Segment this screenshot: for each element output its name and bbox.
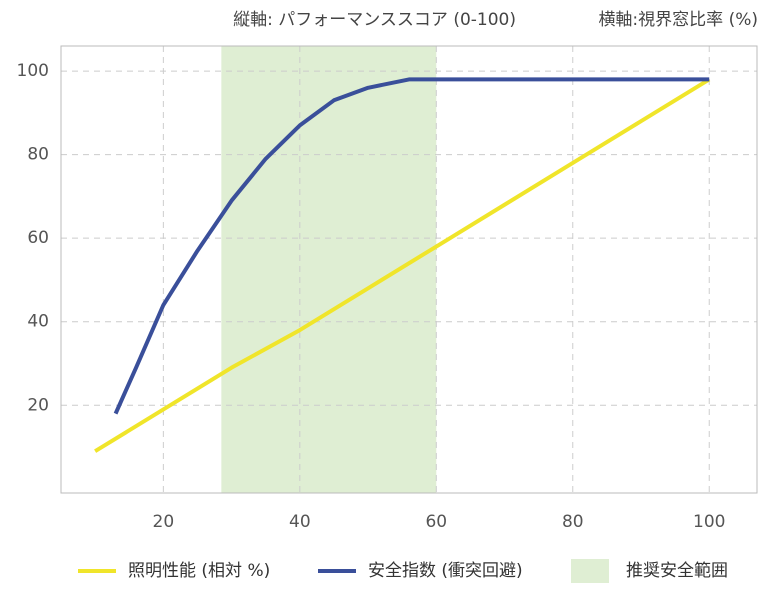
shaded-region <box>221 46 437 493</box>
x-tick-label: 20 <box>153 512 175 532</box>
x-tick-label: 100 <box>693 512 725 532</box>
x-tick-label: 40 <box>289 512 311 532</box>
x-tick-label: 60 <box>425 512 447 532</box>
x-axis-note: 横軸:視界窓比率 (%) <box>598 10 758 30</box>
y-tick-label: 100 <box>17 61 49 81</box>
x-tick-label: 80 <box>562 512 584 532</box>
line <box>113 77 710 415</box>
y-tick-label: 40 <box>27 312 49 332</box>
y-axis-note: 縦軸: パフォーマンススコア (0-100) <box>233 10 516 30</box>
plot-frame <box>60 45 758 494</box>
y-tick-label: 80 <box>27 145 49 165</box>
legend-label: 安全指数 (衝突回避) <box>368 561 523 581</box>
y-tick-label: 20 <box>27 395 49 415</box>
legend-label: 照明性能 (相対 %) <box>128 561 270 581</box>
legend-label: 推奨安全範囲 <box>626 561 728 581</box>
y-tick-label: 60 <box>27 228 49 248</box>
legend-swatch <box>571 559 609 583</box>
line <box>94 77 711 453</box>
